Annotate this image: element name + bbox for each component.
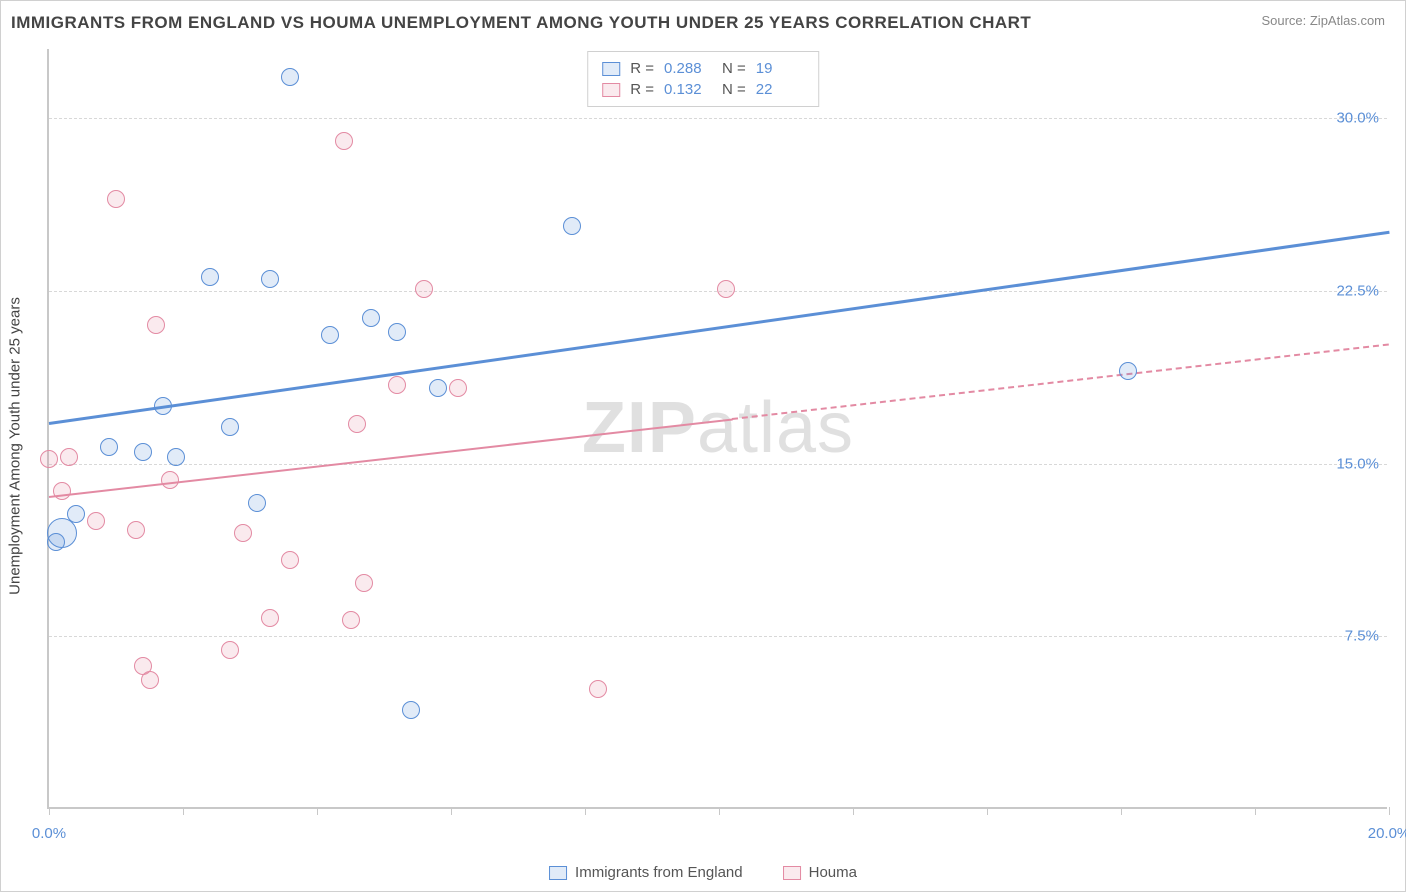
data-point bbox=[429, 379, 447, 397]
legend-N-value-a: 19 bbox=[756, 60, 804, 77]
x-tick bbox=[987, 807, 988, 815]
x-tick bbox=[49, 807, 50, 815]
data-point bbox=[127, 521, 145, 539]
x-tick bbox=[317, 807, 318, 815]
y-axis-label: Unemployment Among Youth under 25 years bbox=[7, 297, 24, 595]
data-point bbox=[87, 512, 105, 530]
data-point bbox=[388, 323, 406, 341]
legend-swatch-a bbox=[602, 62, 620, 76]
data-point bbox=[201, 268, 219, 286]
legend-R-label: R = bbox=[630, 60, 654, 77]
y-tick-label: 7.5% bbox=[1345, 628, 1379, 645]
data-point bbox=[221, 418, 239, 436]
data-point bbox=[281, 68, 299, 86]
y-tick-label: 22.5% bbox=[1336, 282, 1379, 299]
data-point bbox=[717, 280, 735, 298]
x-tick bbox=[1121, 807, 1122, 815]
gridline bbox=[49, 464, 1387, 465]
data-point bbox=[321, 326, 339, 344]
data-point bbox=[449, 379, 467, 397]
x-tick bbox=[585, 807, 586, 815]
data-point bbox=[589, 680, 607, 698]
data-point bbox=[415, 280, 433, 298]
data-point bbox=[161, 471, 179, 489]
legend-label-b: Houma bbox=[809, 864, 857, 881]
y-tick-label: 30.0% bbox=[1336, 110, 1379, 127]
data-point bbox=[40, 450, 58, 468]
data-point bbox=[1119, 362, 1137, 380]
data-point bbox=[147, 316, 165, 334]
x-tick bbox=[1255, 807, 1256, 815]
data-point bbox=[60, 448, 78, 466]
legend-stats-row-a: R = 0.288 N = 19 bbox=[602, 58, 804, 79]
legend-N-value-b: 22 bbox=[756, 81, 804, 98]
data-point bbox=[563, 217, 581, 235]
gridline bbox=[49, 636, 1387, 637]
legend-series: Immigrants from England Houma bbox=[549, 864, 857, 881]
data-point bbox=[234, 524, 252, 542]
x-tick-label: 0.0% bbox=[32, 825, 66, 842]
legend-label-a: Immigrants from England bbox=[575, 864, 743, 881]
legend-swatch-a bbox=[549, 866, 567, 880]
data-point bbox=[388, 376, 406, 394]
data-point bbox=[281, 551, 299, 569]
data-point bbox=[221, 641, 239, 659]
data-point bbox=[53, 482, 71, 500]
legend-stats: R = 0.288 N = 19 R = 0.132 N = 22 bbox=[587, 51, 819, 107]
x-tick bbox=[183, 807, 184, 815]
data-point bbox=[355, 574, 373, 592]
trend-line bbox=[49, 231, 1389, 425]
legend-N-label: N = bbox=[722, 81, 746, 98]
chart-title: IMMIGRANTS FROM ENGLAND VS HOUMA UNEMPLO… bbox=[11, 13, 1031, 32]
legend-swatch-b bbox=[602, 83, 620, 97]
data-point bbox=[402, 701, 420, 719]
legend-swatch-b bbox=[783, 866, 801, 880]
data-point bbox=[342, 611, 360, 629]
legend-R-value-a: 0.288 bbox=[664, 60, 712, 77]
legend-stats-row-b: R = 0.132 N = 22 bbox=[602, 79, 804, 100]
y-tick-label: 15.0% bbox=[1336, 455, 1379, 472]
data-point bbox=[154, 397, 172, 415]
legend-R-label: R = bbox=[630, 81, 654, 98]
watermark-rest: atlas bbox=[697, 388, 854, 468]
data-point bbox=[261, 609, 279, 627]
trend-line bbox=[732, 344, 1389, 420]
legend-R-value-b: 0.132 bbox=[664, 81, 712, 98]
data-point bbox=[141, 671, 159, 689]
data-point bbox=[261, 270, 279, 288]
title-bar: IMMIGRANTS FROM ENGLAND VS HOUMA UNEMPLO… bbox=[11, 13, 1395, 37]
x-tick bbox=[451, 807, 452, 815]
legend-N-label: N = bbox=[722, 60, 746, 77]
data-point bbox=[100, 438, 118, 456]
legend-item-a: Immigrants from England bbox=[549, 864, 743, 881]
chart-container: IMMIGRANTS FROM ENGLAND VS HOUMA UNEMPLO… bbox=[0, 0, 1406, 892]
x-tick-label: 20.0% bbox=[1368, 825, 1406, 842]
plot-area: ZIPatlas 7.5%15.0%22.5%30.0%0.0%20.0% bbox=[47, 49, 1387, 809]
x-tick bbox=[1389, 807, 1390, 815]
data-point bbox=[362, 309, 380, 327]
data-point bbox=[107, 190, 125, 208]
data-point bbox=[167, 448, 185, 466]
data-point bbox=[335, 132, 353, 150]
x-tick bbox=[853, 807, 854, 815]
x-tick bbox=[719, 807, 720, 815]
source-label: Source: ZipAtlas.com bbox=[1261, 13, 1385, 28]
trend-line bbox=[49, 418, 733, 498]
data-point bbox=[248, 494, 266, 512]
data-point bbox=[134, 443, 152, 461]
data-point bbox=[348, 415, 366, 433]
data-point bbox=[47, 533, 65, 551]
watermark: ZIPatlas bbox=[582, 387, 854, 469]
legend-item-b: Houma bbox=[783, 864, 857, 881]
gridline bbox=[49, 118, 1387, 119]
